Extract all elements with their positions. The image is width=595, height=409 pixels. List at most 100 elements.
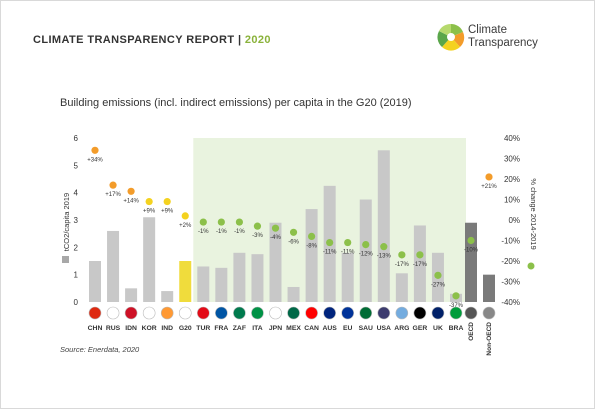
change-label-ita: -3% [252, 233, 263, 239]
category-label-ind: IND [161, 325, 173, 332]
flag-rus-icon [106, 306, 120, 320]
bar-can [305, 209, 318, 302]
change-label-mex: -6% [288, 239, 299, 245]
change-dot-ger [416, 251, 424, 259]
bar-zaf [233, 252, 246, 302]
category-label-ita: ITA [252, 325, 263, 332]
y-tick-label: 4 [74, 189, 79, 198]
flag-bra-icon [449, 306, 463, 320]
y2-tick-label: 10% [504, 196, 520, 205]
flag-eu-icon [341, 306, 355, 320]
logo-line-2: Transparency [468, 37, 538, 49]
flag-usa-icon [377, 306, 391, 320]
bar-non-oecd [483, 274, 495, 302]
category-label-tur: TUR [196, 325, 210, 332]
y-tick-label: 2 [74, 243, 79, 252]
change-dot-sau [362, 241, 370, 249]
flag-mex-icon [287, 306, 300, 320]
report-title-text: CLIMATE TRANSPARENCY REPORT [33, 34, 235, 46]
bar-g20 [179, 261, 192, 302]
flag-oecd-icon [464, 306, 478, 320]
y2-tick-label: -20% [501, 257, 520, 266]
category-label-sau: SAU [359, 325, 373, 332]
change-label-ger: -17% [413, 262, 428, 268]
category-label-mex: MEX [286, 325, 301, 332]
category-label-fra: FRA [214, 325, 228, 332]
change-dot-ind [163, 197, 171, 206]
change-label-non-oecd: +21% [481, 184, 497, 190]
flag-non-oecd-icon [482, 306, 496, 320]
change-label-tur: -1% [198, 229, 209, 235]
bar-legend-swatch [62, 256, 69, 263]
change-label-usa: -13% [377, 254, 392, 260]
change-label-kor: +9% [143, 209, 156, 215]
y-tick-label: 0 [74, 298, 79, 307]
category-label-uk: UK [433, 325, 443, 332]
source-note: Source: Enerdata, 2020 [60, 345, 140, 354]
logo-line-1: Climate [468, 24, 507, 36]
bar-jpn [269, 222, 282, 302]
flag-ger-icon [413, 306, 427, 320]
flag-can-icon [305, 306, 318, 320]
change-label-sau: -12% [359, 252, 374, 258]
change-dot-tur [199, 218, 207, 226]
bar-ita [251, 254, 264, 302]
change-label-uk: -27% [431, 282, 446, 288]
category-label-can: CAN [304, 325, 319, 332]
change-dot-g20 [181, 212, 189, 220]
category-label-rus: RUS [106, 325, 121, 332]
y-tick-label: 1 [74, 271, 79, 280]
change-dot-eu [344, 238, 352, 247]
change-label-rus: +17% [105, 192, 121, 198]
flag-uk-icon [431, 306, 445, 320]
category-label-ger: GER [413, 325, 428, 332]
change-dot-usa [380, 243, 388, 251]
change-label-jpn: -4% [270, 235, 281, 241]
flag-fra-icon [215, 306, 228, 320]
bar-rus [107, 230, 120, 302]
report-title: CLIMATE TRANSPARENCY REPORT | 2020 [33, 34, 271, 46]
flag-ita-icon [251, 306, 264, 320]
title-separator: | [234, 34, 245, 46]
flag-chn-icon [88, 306, 102, 320]
report-year: 2020 [244, 34, 271, 46]
chart-subtitle: Building emissions (incl. indirect emiss… [60, 97, 412, 109]
change-dot-arg [398, 251, 406, 259]
category-label-jpn: JPN [269, 325, 282, 332]
flag-ind-icon [160, 306, 174, 320]
y-tick-label: 5 [74, 161, 79, 170]
change-label-bra: -37% [449, 303, 464, 309]
change-label-oecd: -10% [464, 248, 479, 254]
change-dot-non-oecd [485, 173, 493, 181]
change-dot-oecd [467, 236, 475, 245]
y2-tick-label: 30% [504, 155, 520, 164]
change-dot-mex [289, 228, 298, 236]
flag-zaf-icon [233, 306, 246, 320]
bar-ger [413, 225, 426, 302]
bar-usa [377, 150, 390, 302]
change-label-idn: +14% [123, 198, 139, 204]
bar-fra [215, 267, 228, 302]
flag-tur-icon [197, 306, 210, 320]
change-label-can: -8% [306, 243, 317, 249]
flag-sau-icon [359, 306, 373, 320]
category-label-aus: AUS [322, 325, 337, 332]
change-label-g20: +2% [179, 223, 192, 229]
category-label-kor: KOR [142, 325, 157, 332]
bar-mex [287, 286, 300, 302]
change-label-ind: +9% [161, 209, 174, 215]
category-label-non-oecd: Non-OECD [486, 322, 493, 356]
change-label-fra: -1% [216, 229, 227, 235]
category-label-zaf: ZAF [233, 325, 246, 332]
category-label-idn: IDN [125, 325, 137, 332]
change-dot-jpn [271, 224, 280, 232]
bar-sau [359, 199, 372, 302]
change-dot-idn [127, 187, 135, 195]
y-axis-label: tCO2/capita 2019 [62, 193, 71, 251]
flag-aus-icon [323, 306, 336, 320]
flag-jpn-icon [269, 306, 282, 320]
bar-tur [197, 266, 210, 302]
change-dot-chn [91, 146, 99, 154]
flag-idn-icon [124, 306, 138, 320]
change-label-aus: -11% [323, 250, 337, 256]
